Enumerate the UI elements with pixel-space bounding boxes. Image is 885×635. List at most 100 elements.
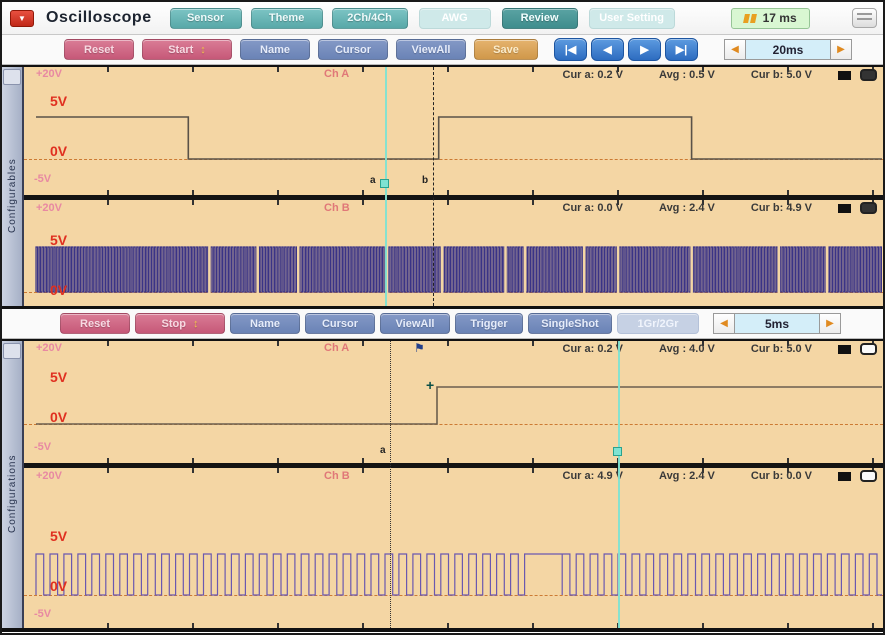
name-button-scope1[interactable]: Name [240, 39, 310, 60]
timebase-increase-icon[interactable]: ▶ [830, 39, 852, 60]
skip-end-icon: ▶| [675, 44, 688, 56]
scope1-channel-b-panel: +20V Ch B Cur a: 0.0 V Avg : 2.4 V Cur b… [24, 200, 883, 306]
scope1-channel-b-waveform [35, 246, 883, 293]
menu-down-icon: ▼ [18, 13, 26, 23]
channel-enable-icon[interactable] [860, 202, 877, 214]
name-button-scope2[interactable]: Name [230, 313, 300, 334]
main-toolbar: ▼ Oscilloscope Sensor Theme 2Ch/4Ch AWG … [2, 2, 883, 35]
sensor-button[interactable]: Sensor [169, 7, 242, 29]
stop-button-scope2[interactable]: Stop ↕ [135, 313, 225, 334]
cursor-button-scope2[interactable]: Cursor [305, 313, 375, 334]
scope2-channel-a-readouts: Cur a: 0.2 V Avg : 4.0 V Cur b: 5.0 V [527, 343, 877, 355]
scope1-channel-b-readouts: Cur a: 0.0 V Avg : 2.4 V Cur b: 4.9 V [527, 202, 877, 214]
trigger-flag-icon[interactable]: ⚑ [414, 341, 425, 355]
media-first-button[interactable]: |◀ [554, 38, 587, 61]
reset-button-scope1[interactable]: Reset [64, 39, 134, 60]
acquisition-time-value: 17 ms [762, 11, 797, 25]
media-last-button[interactable]: ▶| [665, 38, 698, 61]
avg-readout: Avg : 2.4 V [659, 202, 715, 214]
awg-button[interactable]: AWG [418, 7, 491, 29]
user-setting-button[interactable]: User Setting [588, 7, 675, 29]
channel-color-icon[interactable] [838, 70, 851, 80]
app-menu-icon[interactable]: ▼ [10, 9, 34, 27]
cursor-b-label: b [422, 175, 429, 186]
spinner-icon: ↕ [200, 43, 206, 56]
review-button[interactable]: Review [501, 7, 578, 29]
scope2-toolbar: Reset Stop ↕ Name Cursor ViewAll Trigger… [2, 309, 883, 339]
scope1-plot-area: +20V Ch A Cur a: 0.2 V Avg : 0.5 V Cur b… [24, 67, 883, 306]
channel-mode-button[interactable]: 2Ch/4Ch [331, 7, 408, 29]
scope2-channel-b-readouts: Cur a: 4.9 V Avg : 2.4 V Cur b: 0.0 V [527, 470, 877, 482]
scope1-sidebar-label: Configurables [6, 158, 18, 233]
cursor-b-marker[interactable] [613, 447, 622, 456]
acquisition-time-icon [742, 13, 750, 23]
cursor-a-label: a [380, 445, 386, 456]
save-button-scope1[interactable]: Save [474, 39, 538, 60]
sidebar-handle-icon[interactable] [3, 343, 21, 359]
cursor-b-readout: Cur b: 0.0 V [750, 470, 812, 482]
scope2-channel-a-waveform [36, 386, 882, 425]
scope2-channel-b-waveform [35, 553, 882, 596]
timebase-control-scope1: ◀ 20ms ▶ [724, 39, 852, 60]
timebase-increase-icon[interactable]: ▶ [819, 313, 841, 334]
next-icon: ▶ [640, 44, 649, 56]
panel-toggle-icon[interactable] [852, 8, 877, 28]
prev-icon: ◀ [603, 44, 612, 56]
scope1-channel-a-waveform [36, 116, 882, 160]
cursor-a-label: a [370, 175, 376, 186]
cursor-b-line[interactable] [618, 341, 620, 628]
channel-separator [24, 463, 883, 468]
reset-button-scope2[interactable]: Reset [60, 313, 130, 334]
scope1-toolbar: Reset Start ↕ Name Cursor ViewAll Save |… [2, 35, 883, 65]
channel-color-icon[interactable] [838, 344, 851, 354]
skip-start-icon: |◀ [564, 44, 577, 56]
scope1-sidebar[interactable]: Configurables [2, 67, 24, 306]
cursor-b-line[interactable] [433, 67, 434, 306]
channel-separator [24, 195, 883, 200]
start-button-scope1[interactable]: Start ↕ [142, 39, 232, 60]
scope1-channel-a-readouts: Cur a: 0.2 V Avg : 0.5 V Cur b: 5.0 V [527, 69, 877, 81]
cursor-a-readout: Cur a: 0.0 V [562, 202, 624, 214]
timebase-control-scope2: ◀ 5ms ▶ [713, 313, 841, 334]
scope2-sidebar[interactable]: Configurations [2, 341, 24, 628]
timebase-decrease-icon[interactable]: ◀ [713, 313, 735, 334]
scope2-channel-b-panel: +20V Ch B Cur a: 4.9 V Avg : 2.4 V Cur b… [24, 468, 883, 628]
trigger-level-icon[interactable]: + [426, 377, 435, 393]
timebase-decrease-icon[interactable]: ◀ [724, 39, 746, 60]
scope2-plot-area: +20V Ch A ⚑ + Cur a: 0.2 V Avg : 4.0 V C… [24, 341, 883, 628]
cursor-b-readout: Cur b: 5.0 V [750, 69, 812, 81]
timebase-value-scope1[interactable]: 20ms [746, 39, 830, 60]
channel-enable-icon[interactable] [860, 343, 877, 355]
scope1-panel: Configurables +20V Ch A Cur a: 0.2 V Avg… [2, 65, 883, 309]
avg-readout: Avg : 0.5 V [659, 69, 715, 81]
channel-color-icon[interactable] [838, 471, 851, 481]
app-title: Oscilloscope [46, 9, 152, 26]
sidebar-handle-icon[interactable] [3, 69, 21, 85]
cursor-b-readout: Cur b: 5.0 V [750, 343, 812, 355]
cursor-a-readout: Cur a: 0.2 V [562, 69, 624, 81]
cursor-button-scope1[interactable]: Cursor [318, 39, 388, 60]
cursor-a-line[interactable] [390, 341, 391, 628]
channel-enable-icon[interactable] [860, 470, 877, 482]
channel-enable-icon[interactable] [860, 69, 877, 81]
scope1-channel-a-panel: +20V Ch A Cur a: 0.2 V Avg : 0.5 V Cur b… [24, 67, 883, 195]
cursor-a-readout: Cur a: 0.2 V [562, 343, 624, 355]
cursor-a-marker[interactable] [380, 179, 389, 188]
channel-color-icon[interactable] [838, 203, 851, 213]
timebase-value-scope2[interactable]: 5ms [735, 313, 819, 334]
acquisition-time-badge: 17 ms [730, 7, 810, 29]
theme-button[interactable]: Theme [250, 7, 323, 29]
scope2-channel-a-panel: +20V Ch A ⚑ + Cur a: 0.2 V Avg : 4.0 V C… [24, 341, 883, 463]
graph-mode-button-scope2[interactable]: 1Gr/2Gr [617, 313, 699, 334]
avg-readout: Avg : 4.0 V [659, 343, 715, 355]
viewall-button-scope2[interactable]: ViewAll [380, 313, 450, 334]
trigger-button-scope2[interactable]: Trigger [455, 313, 523, 334]
singleshot-button-scope2[interactable]: SingleShot [528, 313, 612, 334]
viewall-button-scope1[interactable]: ViewAll [396, 39, 466, 60]
media-next-button[interactable]: ▶ [628, 38, 661, 61]
media-prev-button[interactable]: ◀ [591, 38, 624, 61]
cursor-b-readout: Cur b: 4.9 V [750, 202, 812, 214]
spinner-icon: ↕ [192, 317, 199, 330]
cursor-a-readout: Cur a: 4.9 V [562, 470, 624, 482]
